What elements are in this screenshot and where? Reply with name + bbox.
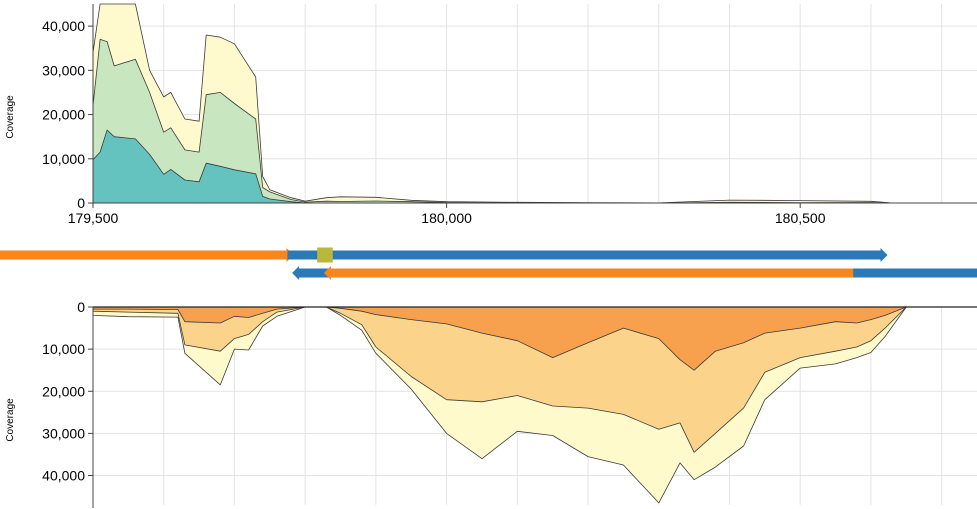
coverage-area-1-0 <box>92 306 907 371</box>
track-orange-left <box>0 250 288 260</box>
track-yellow-block <box>317 247 333 263</box>
y-tick-label: 30,000 <box>42 62 85 78</box>
reverse-y-axis-label: Coverage <box>5 398 16 442</box>
x-tick-label: 180,500 <box>775 210 826 226</box>
forward-x-ticks: 179,500 180,000 180,500 <box>68 203 826 226</box>
reverse-coverage-areas <box>92 306 907 504</box>
x-tick-label: 179,500 <box>68 210 119 226</box>
x-tick-label: 180,000 <box>421 210 472 226</box>
forward-coverage-panel: 0 10,000 20,000 30,000 40,000 179,500 180,000… <box>5 3 977 226</box>
y-tick-label: 40,000 <box>42 18 85 34</box>
forward-y-ticks: 0 10,000 20,000 30,000 40,000 <box>42 18 93 211</box>
forward-y-axis-label: Coverage <box>5 95 16 139</box>
y-tick-label: 0 <box>77 299 85 315</box>
coverage-area-0-0 <box>92 129 341 204</box>
track-blue-long-arrowhead <box>880 248 888 262</box>
track-blue-long <box>287 250 882 260</box>
y-tick-label: 30,000 <box>42 425 85 441</box>
feature-tracks <box>0 247 977 280</box>
y-tick-label: 0 <box>77 195 85 211</box>
reverse-y-ticks: 0 10,000 20,000 30,000 40,000 <box>42 299 93 484</box>
y-tick-label: 10,000 <box>42 151 85 167</box>
y-tick-label: 20,000 <box>42 383 85 399</box>
reverse-coverage-panel: 0 10,000 20,000 30,000 40,000 Coverage <box>5 299 977 508</box>
y-tick-label: 20,000 <box>42 107 85 123</box>
y-tick-label: 10,000 <box>42 341 85 357</box>
y-tick-label: 40,000 <box>42 468 85 484</box>
track-blue-reverse-arrowhead <box>292 266 300 280</box>
track-orange-reverse <box>329 268 854 278</box>
track-orange-reverse-arrowhead <box>323 266 331 280</box>
